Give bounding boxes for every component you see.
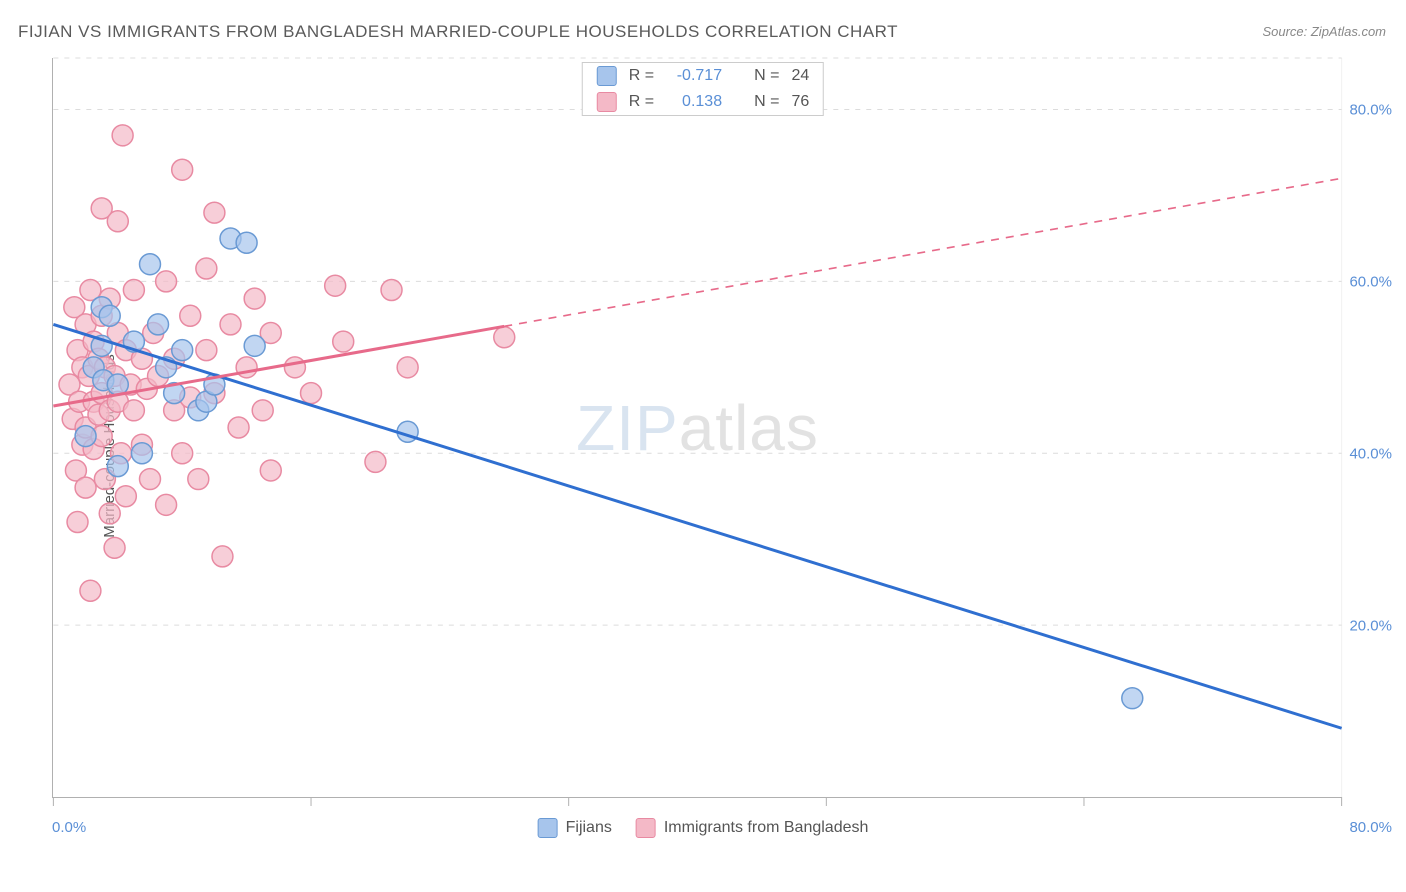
scatter-point-bangladesh — [220, 314, 241, 335]
scatter-point-bangladesh — [104, 537, 125, 558]
scatter-point-fijians — [1122, 688, 1143, 709]
n-value-fijians: 24 — [791, 67, 809, 85]
scatter-point-fijians — [140, 254, 161, 275]
y-tick-label: 40.0% — [1349, 445, 1392, 462]
scatter-point-fijians — [75, 426, 96, 447]
scatter-point-bangladesh — [115, 486, 136, 507]
scatter-point-fijians — [236, 232, 257, 253]
scatter-point-bangladesh — [196, 258, 217, 279]
plot-svg — [53, 58, 1342, 797]
scatter-point-fijians — [131, 443, 152, 464]
n-label: N = — [754, 67, 779, 85]
scatter-point-bangladesh — [123, 280, 144, 301]
scatter-point-bangladesh — [156, 271, 177, 292]
scatter-point-bangladesh — [325, 275, 346, 296]
scatter-point-bangladesh — [123, 400, 144, 421]
scatter-point-bangladesh — [204, 202, 225, 223]
r-value-bangladesh: 0.138 — [662, 93, 722, 111]
scatter-point-fijians — [244, 335, 265, 356]
scatter-point-bangladesh — [196, 340, 217, 361]
source-label: Source: ZipAtlas.com — [1262, 24, 1386, 39]
swatch-bangladesh — [597, 92, 617, 112]
scatter-point-bangladesh — [252, 400, 273, 421]
scatter-point-bangladesh — [381, 280, 402, 301]
scatter-point-fijians — [99, 305, 120, 326]
series-label-fijians: Fijians — [566, 819, 612, 837]
scatter-point-bangladesh — [244, 288, 265, 309]
scatter-point-fijians — [107, 456, 128, 477]
scatter-point-bangladesh — [301, 383, 322, 404]
x-tick-label-min: 0.0% — [52, 819, 86, 836]
y-tick-label: 20.0% — [1349, 617, 1392, 634]
correlation-legend: R = -0.717 N = 24 R = 0.138 N = 76 — [582, 62, 824, 116]
x-tick-label-max: 80.0% — [1349, 819, 1392, 836]
y-tick-label: 60.0% — [1349, 273, 1392, 290]
regression-line-fijians — [53, 324, 1341, 728]
correlation-chart: FIJIAN VS IMMIGRANTS FROM BANGLADESH MAR… — [0, 0, 1406, 892]
correlation-legend-row-fijians: R = -0.717 N = 24 — [583, 63, 823, 89]
scatter-point-bangladesh — [494, 327, 515, 348]
scatter-point-bangladesh — [180, 305, 201, 326]
swatch-fijians — [597, 66, 617, 86]
scatter-point-fijians — [148, 314, 169, 335]
scatter-point-bangladesh — [99, 503, 120, 524]
scatter-point-bangladesh — [365, 451, 386, 472]
scatter-point-bangladesh — [333, 331, 354, 352]
r-label: R = — [629, 67, 654, 85]
scatter-point-bangladesh — [75, 477, 96, 498]
scatter-point-bangladesh — [212, 546, 233, 567]
scatter-point-fijians — [172, 340, 193, 361]
series-label-bangladesh: Immigrants from Bangladesh — [664, 819, 869, 837]
series-legend-item-bangladesh: Immigrants from Bangladesh — [636, 818, 869, 838]
scatter-point-bangladesh — [188, 469, 209, 490]
n-label: N = — [754, 93, 779, 111]
scatter-point-bangladesh — [80, 580, 101, 601]
n-value-bangladesh: 76 — [791, 93, 809, 111]
swatch-bangladesh — [636, 818, 656, 838]
scatter-point-bangladesh — [260, 460, 281, 481]
scatter-point-bangladesh — [397, 357, 418, 378]
scatter-point-bangladesh — [156, 494, 177, 515]
scatter-point-bangladesh — [107, 211, 128, 232]
regression-line-dashed-bangladesh — [504, 178, 1341, 326]
chart-title: FIJIAN VS IMMIGRANTS FROM BANGLADESH MAR… — [18, 22, 898, 42]
r-label: R = — [629, 93, 654, 111]
scatter-point-bangladesh — [112, 125, 133, 146]
plot-area: ZIPatlas — [52, 58, 1342, 798]
scatter-point-bangladesh — [284, 357, 305, 378]
scatter-point-bangladesh — [236, 357, 257, 378]
r-value-fijians: -0.717 — [662, 67, 722, 85]
scatter-point-bangladesh — [67, 512, 88, 533]
scatter-point-bangladesh — [172, 443, 193, 464]
scatter-point-bangladesh — [228, 417, 249, 438]
scatter-point-bangladesh — [172, 159, 193, 180]
swatch-fijians — [538, 818, 558, 838]
y-tick-label: 80.0% — [1349, 101, 1392, 118]
correlation-legend-row-bangladesh: R = 0.138 N = 76 — [583, 89, 823, 115]
series-legend: Fijians Immigrants from Bangladesh — [538, 818, 869, 838]
series-legend-item-fijians: Fijians — [538, 818, 612, 838]
scatter-point-bangladesh — [140, 469, 161, 490]
